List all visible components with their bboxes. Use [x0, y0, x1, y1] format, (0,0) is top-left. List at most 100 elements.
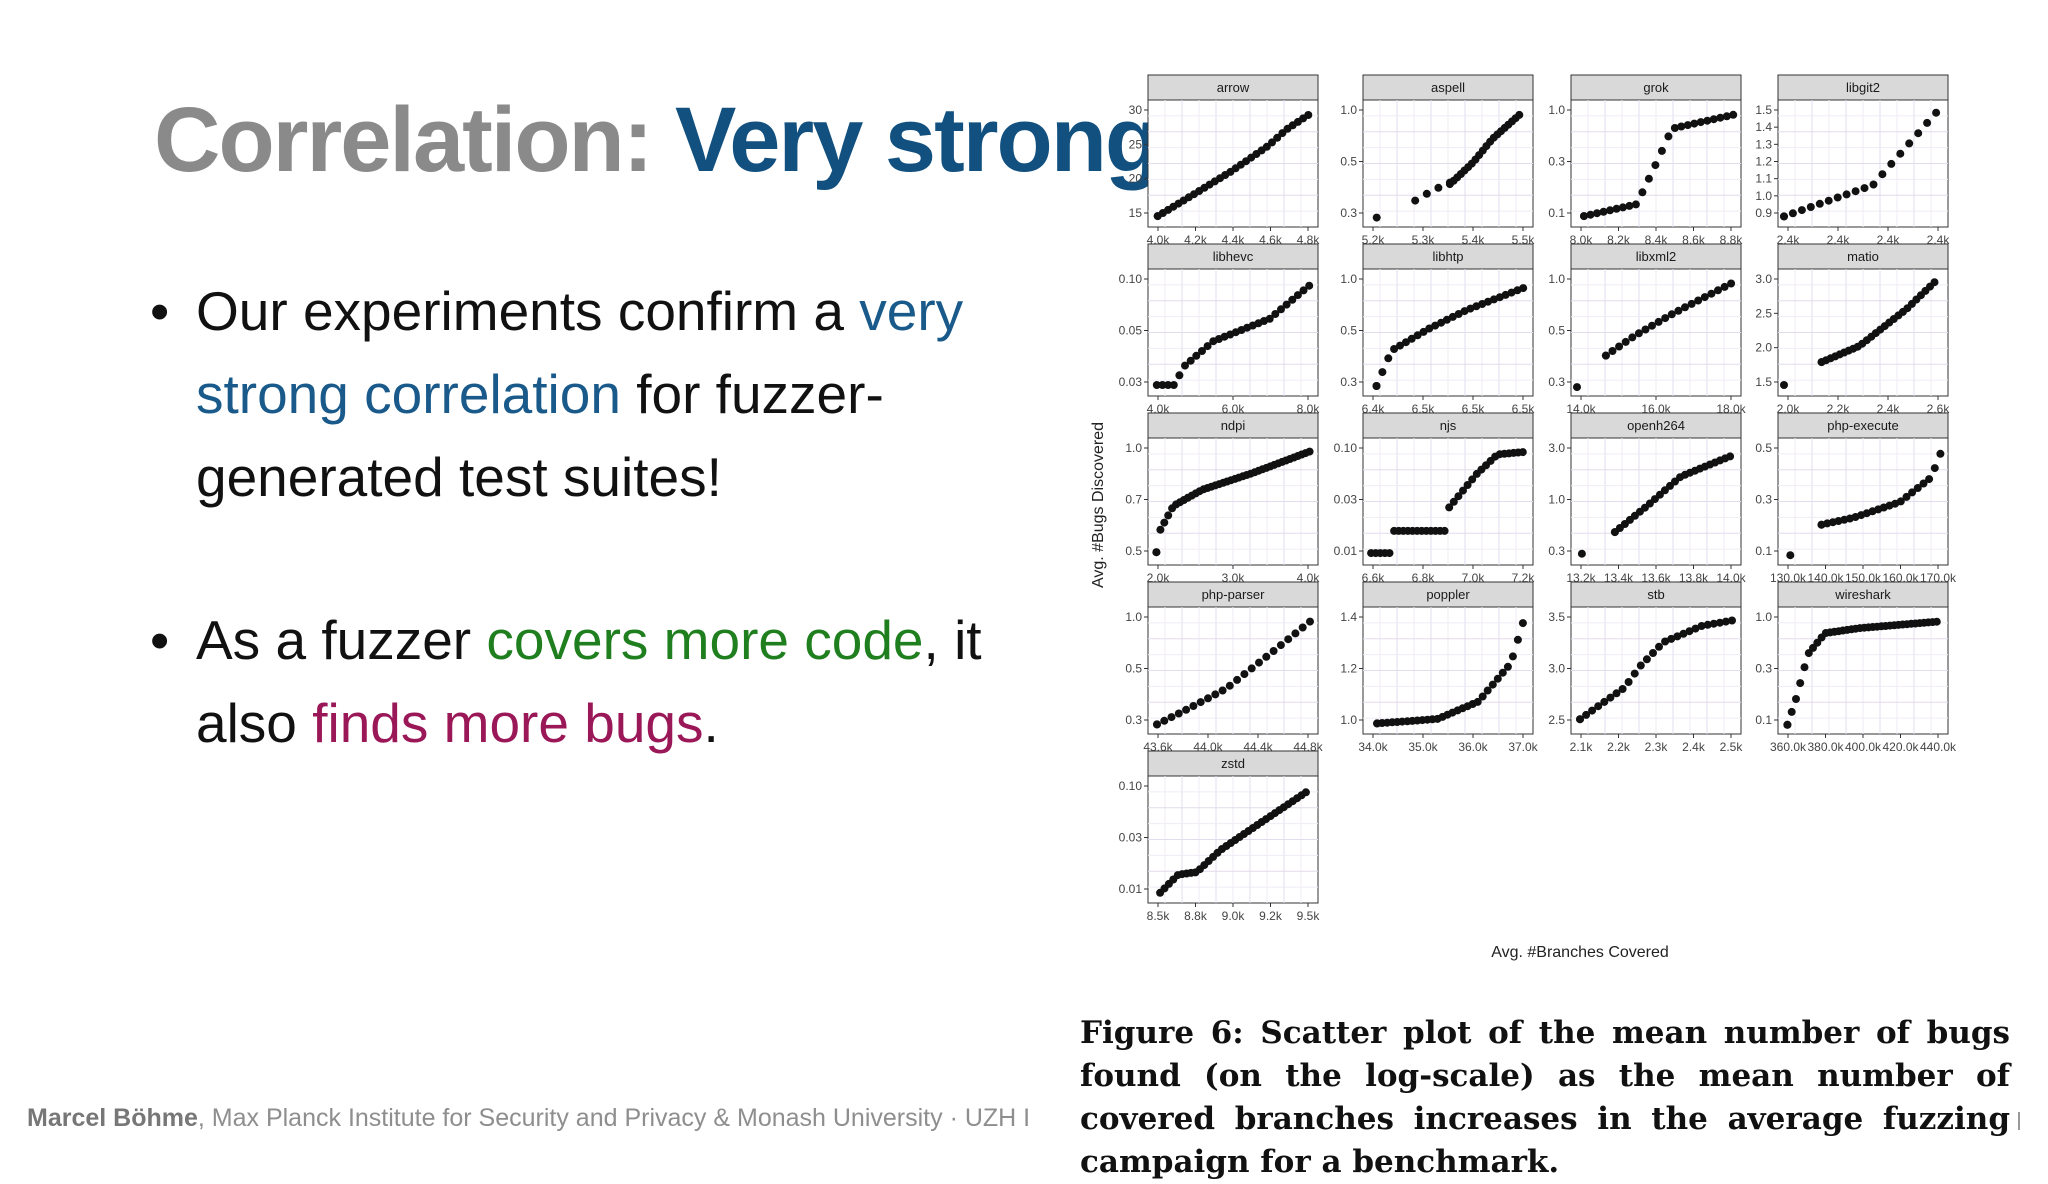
data-point — [1503, 662, 1512, 671]
data-point — [1282, 300, 1291, 309]
bullet-highlight: finds more bugs — [312, 692, 704, 754]
data-point — [1694, 296, 1703, 305]
data-point — [1411, 196, 1420, 205]
data-point — [1930, 464, 1939, 473]
facet-strip — [1147, 412, 1319, 439]
data-point — [1806, 203, 1815, 211]
y-tick-label: 30 — [1129, 103, 1143, 117]
y-tick-label: 3.5 — [1548, 610, 1565, 624]
y-tick-label: 0.1 — [1755, 713, 1772, 727]
data-point — [1923, 118, 1932, 127]
data-point — [1255, 658, 1263, 667]
facet-panel-stb: stb 2.1k 2.2k 2.3k 2.4k 2.5k 3.5 3.0 2.5 — [1548, 581, 1743, 754]
title-emphasis: Very strong — [674, 89, 1161, 191]
data-point — [1914, 129, 1923, 138]
data-point — [1788, 209, 1797, 218]
data-point — [1729, 110, 1738, 119]
y-tick-label: 0.05 — [1119, 324, 1143, 338]
facet-title: php-execute — [1827, 418, 1899, 433]
bullet-list: Our experiments confirm a very strong co… — [150, 270, 1030, 765]
x-tick-label: 2.1k — [1570, 740, 1594, 754]
x-tick-label: 380.0k — [1807, 740, 1844, 754]
y-tick-label: 2.5 — [1755, 306, 1772, 320]
data-point — [1269, 647, 1278, 655]
x-tick-label: 9.5k — [1297, 909, 1321, 923]
facet-title: openh264 — [1627, 418, 1685, 433]
y-tick-label: 1.0 — [1548, 493, 1565, 507]
data-point — [1203, 342, 1212, 351]
bullet-text: As a fuzzer — [196, 609, 487, 671]
y-tick-label: 15 — [1129, 206, 1143, 220]
y-tick-label: 0.03 — [1119, 375, 1143, 389]
data-point — [1661, 637, 1670, 646]
facet-title: njs — [1440, 418, 1457, 433]
data-point — [1628, 333, 1637, 342]
y-tick-label: 0.01 — [1334, 544, 1358, 558]
x-tick-label: 2.2k — [1607, 740, 1631, 754]
facet-strip — [1570, 243, 1742, 270]
y-tick-label: 0.3 — [1755, 493, 1772, 507]
facet-title: arrow — [1217, 80, 1250, 95]
x-tick-label: 2.4k — [1682, 740, 1706, 754]
data-point — [1726, 452, 1735, 461]
data-point — [1797, 206, 1806, 215]
data-point — [1304, 111, 1313, 119]
data-point — [1298, 623, 1307, 632]
data-point — [1268, 138, 1276, 147]
y-tick-label: 1.1 — [1755, 172, 1772, 186]
page-marker — [2018, 1112, 2020, 1130]
y-tick-label: 25 — [1129, 137, 1143, 151]
y-tick-label: 1.2 — [1755, 155, 1772, 169]
data-point — [1468, 475, 1477, 484]
data-point — [1277, 305, 1285, 314]
data-point — [1869, 180, 1878, 189]
y-tick-label: 1.5 — [1755, 103, 1772, 117]
facet-title: libxml2 — [1636, 249, 1676, 264]
y-tick-label: 1.0 — [1548, 103, 1565, 117]
x-tick-label: 360.0k — [1770, 740, 1807, 754]
y-tick-label: 1.2 — [1340, 662, 1357, 676]
data-point — [1696, 118, 1705, 127]
data-point — [1902, 492, 1911, 501]
data-point — [1685, 627, 1694, 636]
y-tick-label: 0.3 — [1340, 375, 1357, 389]
data-point — [1709, 115, 1718, 124]
x-tick-label: 400.0k — [1845, 740, 1882, 754]
footer-author: Marcel Böhme — [27, 1104, 198, 1132]
data-point — [1473, 697, 1482, 706]
data-point — [1721, 617, 1730, 626]
data-point — [1787, 707, 1796, 716]
data-point — [1305, 447, 1314, 456]
y-tick-label: 1.0 — [1548, 272, 1565, 286]
facet-title: zstd — [1221, 756, 1245, 771]
footer-affiliation: , Max Planck Institute for Security and … — [197, 1104, 1031, 1132]
data-point — [1513, 635, 1522, 644]
data-point — [1722, 112, 1731, 121]
bullet-text: , it also — [196, 609, 982, 754]
data-point — [1233, 675, 1242, 684]
data-point — [1493, 674, 1502, 683]
data-point — [1158, 381, 1167, 389]
data-point — [1372, 213, 1381, 222]
facet-title: grok — [1643, 80, 1669, 95]
data-point — [1618, 203, 1627, 212]
y-tick-label: 0.01 — [1119, 882, 1143, 896]
y-tick-label: 0.10 — [1334, 441, 1358, 455]
bullet-text: for fuzzer-generated test suites! — [196, 363, 884, 508]
y-tick-label: 0.7 — [1125, 493, 1142, 507]
data-point — [1515, 110, 1524, 119]
data-point — [1670, 124, 1679, 132]
data-point — [1390, 345, 1399, 353]
data-point — [1905, 139, 1914, 148]
facet-panel-poppler: poppler 34.0k 35.0k 36.0k 37.0k 1.4 1.2 1.0 — [1340, 581, 1539, 754]
facet-title: libgit2 — [1846, 80, 1880, 95]
facet-title: poppler — [1426, 587, 1470, 602]
